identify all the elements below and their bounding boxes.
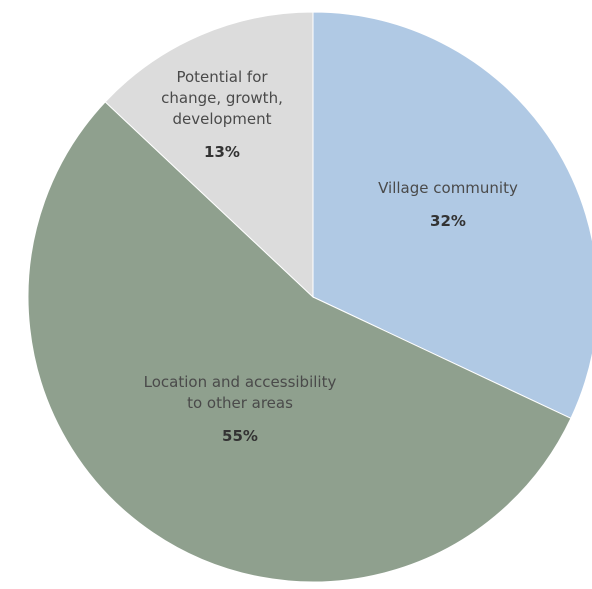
- slice-2-value-label: 55%: [222, 427, 258, 445]
- slice-3-label-line-2: change, growth,: [161, 89, 283, 107]
- pie-slice-2: [27, 101, 572, 583]
- slice-1-value-label: 32%: [430, 212, 466, 230]
- slice-3-value-label: 13%: [204, 143, 240, 161]
- slice-1-label-line-1: Village community: [378, 179, 518, 197]
- pie-slice-3: [104, 11, 314, 299]
- pie-slice-1: [312, 11, 592, 420]
- slice-3-label-line-1: Potential for: [176, 68, 268, 86]
- labels-layer: Village community 32% Location and accessi…: [144, 68, 518, 445]
- slice-2-label-line-1: Location and accessibility: [144, 373, 337, 391]
- slice-3-label-line-3: development: [173, 110, 272, 128]
- slice-2-label-line-2: to other areas: [187, 394, 293, 412]
- slices-layer: [27, 11, 592, 583]
